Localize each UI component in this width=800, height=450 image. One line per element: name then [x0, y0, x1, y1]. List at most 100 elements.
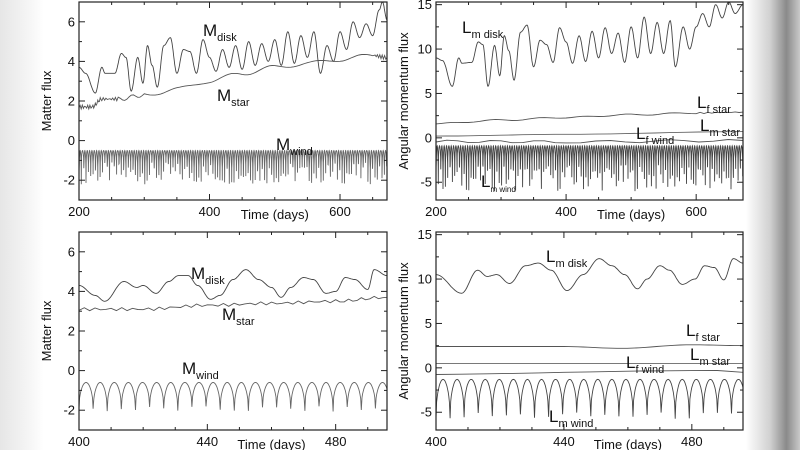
series-line-L-f-star	[436, 344, 743, 349]
curve-label: Lm star	[700, 116, 740, 139]
curve-label: Lf wind	[636, 124, 674, 147]
curve-label-sub: star	[231, 97, 250, 109]
curve-label: Lf star	[686, 321, 720, 344]
curve-label-sub: wind	[195, 370, 219, 382]
curve-label: Mdisk	[203, 21, 237, 44]
y-tick-label: 10	[418, 272, 432, 287]
curve-label-main: L	[686, 321, 695, 340]
curve-label-sub: m disk	[471, 29, 503, 41]
curve-label-sub: disk	[217, 32, 237, 44]
curve-label-sub: f wind	[635, 364, 664, 376]
y-tick-label: -5	[420, 175, 432, 190]
series-line-M-disk	[79, 2, 387, 94]
curve-label: Lm disk	[546, 247, 588, 270]
x-tick-label: 600	[685, 204, 707, 219]
x-tick-label: 440	[553, 434, 575, 449]
curve-label-main: M	[182, 359, 196, 378]
y-axis-label: Angular momentum flux	[396, 262, 411, 400]
series-line-L-m-star	[436, 131, 743, 137]
series-line-M-wind	[79, 382, 387, 412]
series-line-M-star	[79, 53, 387, 111]
curve-label-main: M	[191, 264, 205, 283]
series-line-L-f-star	[436, 111, 743, 125]
y-axis-label: Matter flux	[39, 300, 54, 361]
x-tick-label: 400	[199, 204, 221, 219]
y-tick-label: -5	[420, 405, 432, 420]
curve-label-main: M	[276, 135, 290, 154]
curve-label-main: M	[203, 21, 217, 40]
y-tick-label: -2	[63, 403, 75, 418]
curve-label: Lf wind	[626, 353, 664, 376]
y-axis-label: Angular momentum flux	[396, 32, 411, 170]
y-tick-label: 6	[68, 14, 75, 29]
curve-label: Mstar	[222, 305, 255, 328]
series-line-L-m-disk	[436, 258, 743, 294]
background-right	[746, 0, 800, 450]
x-axis-label: Time (days)	[241, 207, 309, 222]
curve-label-main: L	[626, 353, 635, 372]
curve-label: Lm wind	[481, 172, 516, 194]
curve-label: Lm disk	[462, 18, 504, 41]
curve-label-sub: f star	[695, 332, 720, 344]
curve-label-main: L	[546, 247, 555, 266]
background-left	[0, 0, 44, 450]
y-tick-label: 15	[418, 0, 432, 12]
x-axis-label: Time (days)	[594, 437, 662, 450]
curve-label-main: L	[462, 18, 471, 37]
x-tick-label: 200	[425, 204, 447, 219]
y-axis-label: Matter flux	[39, 70, 54, 131]
plot-frame	[78, 231, 388, 431]
curve-label: Mwind	[182, 359, 219, 382]
curve-label-sub: m wind	[490, 185, 515, 194]
x-tick-label: 480	[325, 434, 347, 449]
series-line-L-f-wind	[436, 370, 743, 375]
y-tick-label: 0	[68, 133, 75, 148]
curve-label: Lm wind	[549, 407, 593, 430]
curve-label-sub: m star	[699, 356, 730, 368]
series-line-L-f-wind	[436, 139, 743, 144]
curve-label-sub: m wind	[558, 418, 593, 430]
plot-frame	[435, 1, 744, 201]
x-tick-label: 480	[681, 434, 703, 449]
curve-label: Mdisk	[191, 264, 225, 287]
y-tick-label: 5	[425, 86, 432, 101]
curve-label-sub: m star	[709, 127, 740, 139]
series-line-M-star	[79, 295, 387, 312]
y-tick-label: -2	[63, 173, 75, 188]
curve-label-main: M	[217, 86, 231, 105]
curve-label-sub: disk	[205, 275, 225, 287]
y-tick-label: 0	[425, 360, 432, 375]
curve-label-main: L	[697, 93, 706, 112]
y-tick-label: 4	[68, 284, 75, 299]
plot-frame	[435, 231, 744, 431]
curve-label-main: M	[222, 305, 236, 324]
y-tick-label: 5	[425, 316, 432, 331]
y-tick-label: 0	[425, 130, 432, 145]
series-line-L-m-wind	[436, 144, 743, 192]
curve-label-sub: star	[236, 316, 255, 328]
curve-label: Lf star	[697, 93, 731, 116]
curve-label: Mstar	[217, 86, 250, 109]
y-tick-label: 10	[418, 42, 432, 57]
curve-label-main: L	[549, 407, 558, 426]
series-line-M-wind	[79, 149, 387, 185]
y-tick-label: 0	[68, 363, 75, 378]
x-tick-label: 400	[555, 204, 577, 219]
x-tick-label: 440	[196, 434, 218, 449]
curve-label: Mwind	[276, 135, 313, 158]
y-tick-label: 15	[418, 227, 432, 242]
curve-label-sub: f wind	[645, 135, 674, 147]
curve-label-main: L	[636, 124, 645, 143]
curve-label-main: L	[700, 116, 709, 135]
series-line-L-m-wind	[436, 378, 743, 419]
x-tick-label: 200	[68, 204, 90, 219]
curve-label-sub: f star	[706, 104, 731, 116]
curve-label-main: L	[481, 172, 490, 191]
curve-label-sub: m disk	[555, 258, 587, 270]
x-tick-label: 400	[68, 434, 90, 449]
x-tick-label: 600	[329, 204, 351, 219]
